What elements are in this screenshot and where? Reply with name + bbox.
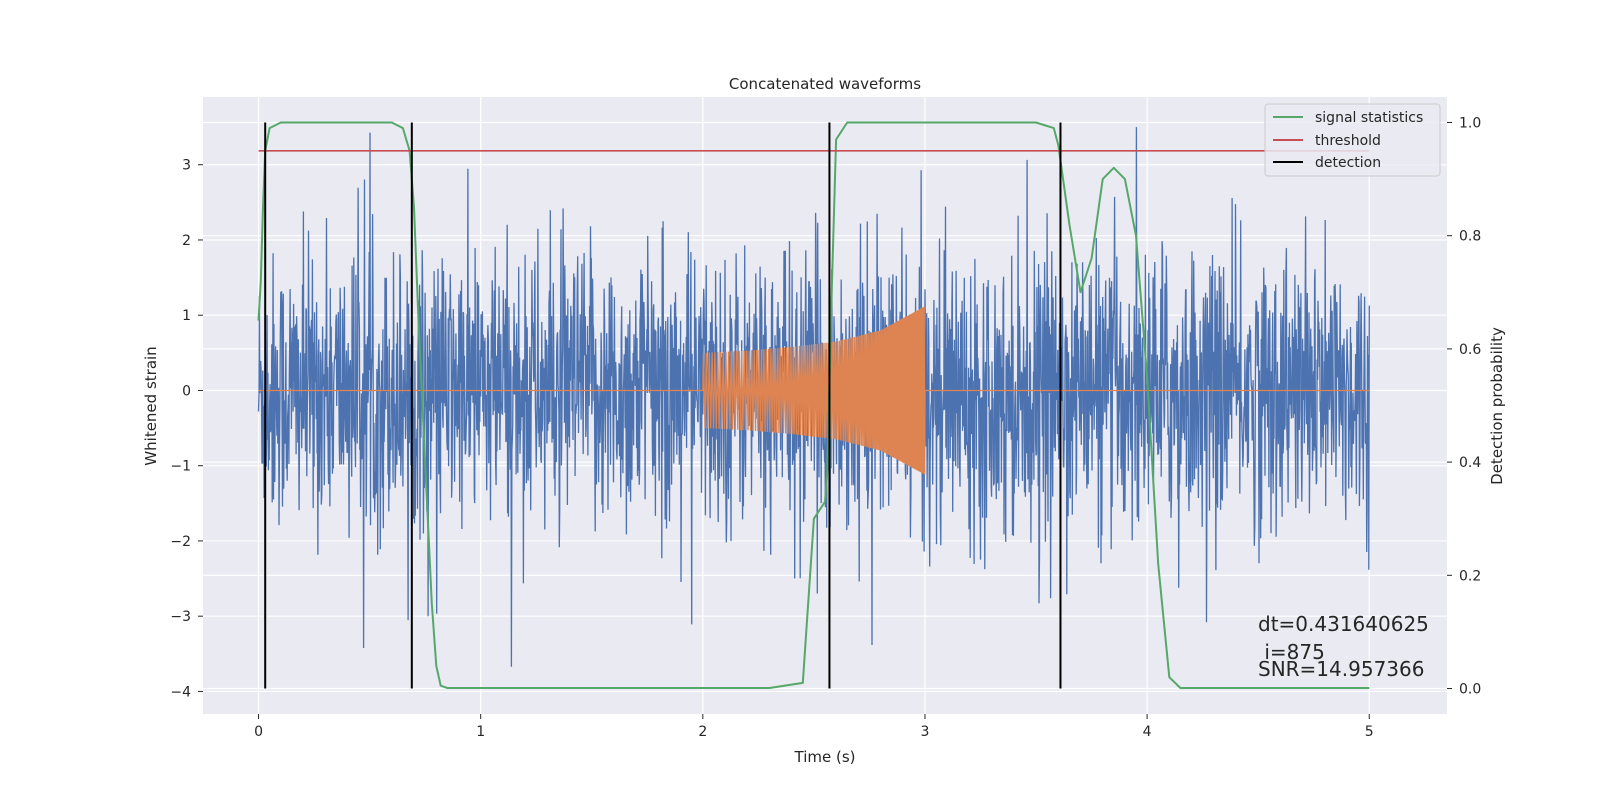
annotation-snr: SNR=14.957366 [1258, 657, 1424, 681]
x-tick-label: 1 [476, 724, 485, 740]
y-tick-label: −4 [170, 684, 191, 700]
x-tick-label: 0 [254, 724, 263, 740]
injected-series [258, 306, 1370, 475]
y2-tick-label: 0.6 [1459, 342, 1481, 358]
y2-axis-ticks: 1.0 0.8 0.6 0.4 0.2 0.0 [1447, 115, 1481, 698]
x-axis-ticks: 0 1 2 3 4 5 [254, 714, 1374, 740]
legend-label-threshold: threshold [1315, 133, 1381, 149]
y-tick-label: 1 [182, 308, 191, 324]
x-tick-label: 5 [1365, 724, 1374, 740]
x-axis-label: Time (s) [794, 748, 856, 766]
y2-tick-label: 0.0 [1459, 682, 1481, 698]
x-tick-label: 2 [698, 724, 707, 740]
annotation-dt: dt=0.431640625 [1258, 612, 1429, 636]
legend-box [1264, 103, 1441, 177]
legend: signal statistics threshold detection [1264, 103, 1441, 177]
detection-series [264, 122, 1062, 689]
legend-label-statistic: signal statistics [1315, 110, 1423, 126]
y-tick-label: −2 [170, 534, 191, 550]
legend-label-detection: detection [1315, 155, 1381, 171]
injected-line [258, 306, 1370, 475]
y-tick-label: −3 [170, 609, 191, 625]
statistic-line [257, 121, 1370, 689]
x-tick-label: 3 [921, 724, 930, 740]
y2-tick-label: 0.2 [1459, 568, 1481, 584]
annotation-index: i=875 [1258, 640, 1325, 664]
y-tick-label: 3 [182, 158, 191, 174]
y2-tick-label: 0.4 [1459, 455, 1481, 471]
chart-title: Concatenated waveforms [729, 75, 921, 93]
statistic-series [257, 121, 1370, 689]
x-tick-label: 4 [1143, 724, 1152, 740]
y2-axis-label: Detection probability [1488, 327, 1506, 485]
y-tick-label: 0 [182, 383, 191, 399]
y-axis-ticks: 3 2 1 0 −1 −2 −3 −4 [170, 158, 203, 700]
y-tick-label: 2 [182, 233, 191, 249]
y2-tick-label: 1.0 [1459, 115, 1481, 131]
y2-tick-label: 0.8 [1459, 229, 1481, 245]
y-tick-label: −1 [170, 459, 191, 475]
y-axis-label: Whitened strain [142, 346, 160, 465]
